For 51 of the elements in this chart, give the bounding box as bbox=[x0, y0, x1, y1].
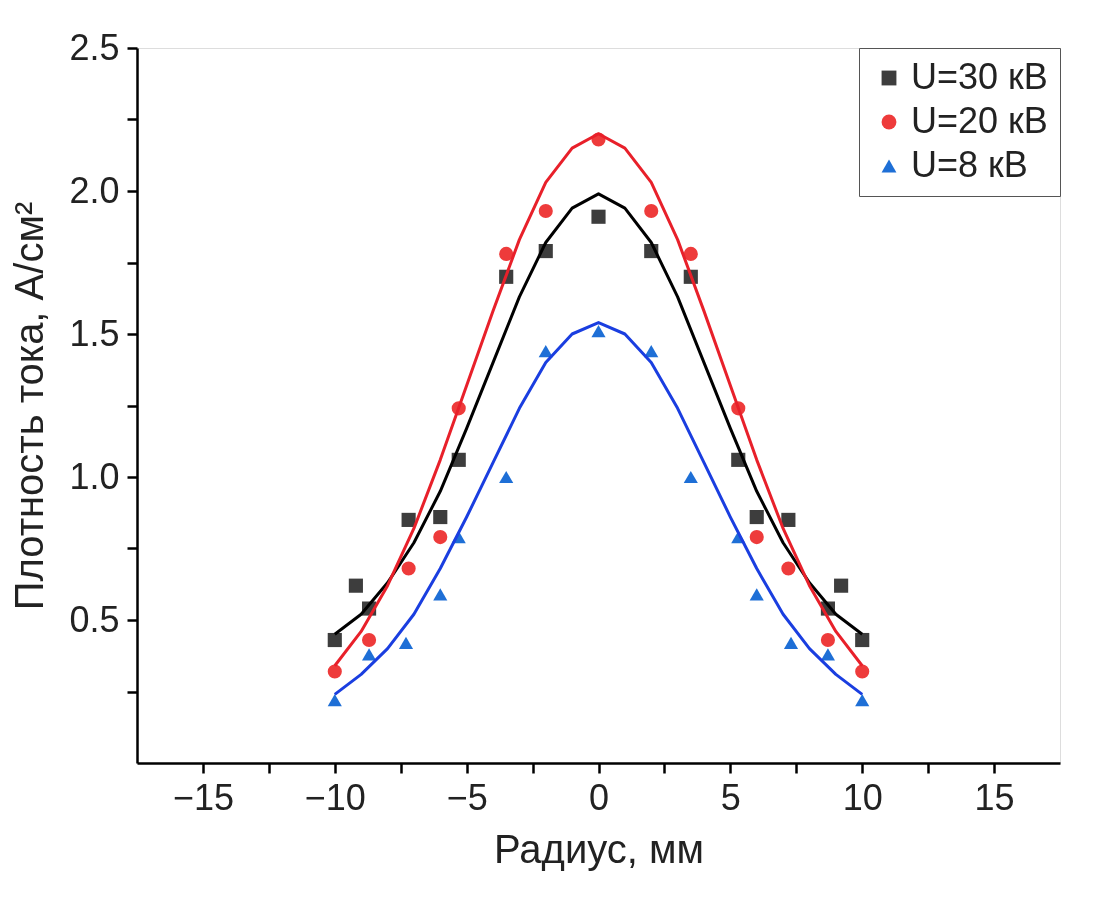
y-axis-title: Плотность тока, А/см² bbox=[7, 201, 52, 611]
legend-label: U=20 кВ bbox=[911, 100, 1048, 141]
x-tick-label: −15 bbox=[172, 776, 234, 818]
point bbox=[362, 632, 377, 648]
point bbox=[683, 470, 698, 484]
point bbox=[499, 470, 514, 484]
point bbox=[591, 209, 606, 224]
point bbox=[591, 325, 606, 338]
legend-label: U=8 кВ bbox=[911, 144, 1028, 185]
y-tick-label: 0.5 bbox=[69, 598, 120, 640]
point bbox=[433, 588, 448, 601]
point bbox=[855, 693, 870, 707]
point bbox=[327, 664, 342, 679]
point bbox=[327, 632, 342, 648]
point bbox=[834, 578, 849, 593]
y-tick-label: 2.0 bbox=[69, 169, 120, 211]
x-tick-label: 15 bbox=[974, 776, 1015, 818]
x-tick-label: −10 bbox=[304, 776, 366, 818]
point bbox=[820, 632, 835, 648]
x-tick-label: −5 bbox=[446, 776, 488, 818]
point bbox=[538, 345, 553, 358]
point bbox=[644, 345, 659, 358]
x-tick-label: 10 bbox=[842, 776, 883, 818]
point bbox=[749, 530, 764, 545]
legend-label: U=30 кВ bbox=[911, 56, 1048, 97]
point bbox=[362, 648, 377, 661]
point bbox=[855, 664, 870, 679]
point bbox=[401, 561, 416, 576]
y-tick-label: 1.5 bbox=[69, 312, 120, 354]
point bbox=[327, 693, 342, 707]
x-tick-label: 5 bbox=[720, 776, 741, 818]
point bbox=[433, 530, 448, 545]
point bbox=[644, 203, 659, 219]
x-tick-label: 0 bbox=[588, 776, 610, 818]
point bbox=[538, 203, 553, 219]
point bbox=[855, 632, 870, 648]
point bbox=[749, 509, 764, 525]
point bbox=[781, 512, 796, 527]
point bbox=[820, 648, 835, 661]
point bbox=[433, 509, 448, 525]
point bbox=[401, 512, 416, 527]
point bbox=[398, 636, 414, 649]
point bbox=[683, 246, 698, 261]
point bbox=[749, 588, 764, 601]
y-tick-label: 2.5 bbox=[69, 26, 120, 68]
point bbox=[499, 246, 514, 261]
point bbox=[781, 561, 796, 576]
x-axis-title: Радиус, мм bbox=[493, 826, 705, 871]
point bbox=[783, 636, 799, 649]
y-tick-label: 1.0 bbox=[69, 455, 120, 497]
point bbox=[348, 578, 363, 593]
